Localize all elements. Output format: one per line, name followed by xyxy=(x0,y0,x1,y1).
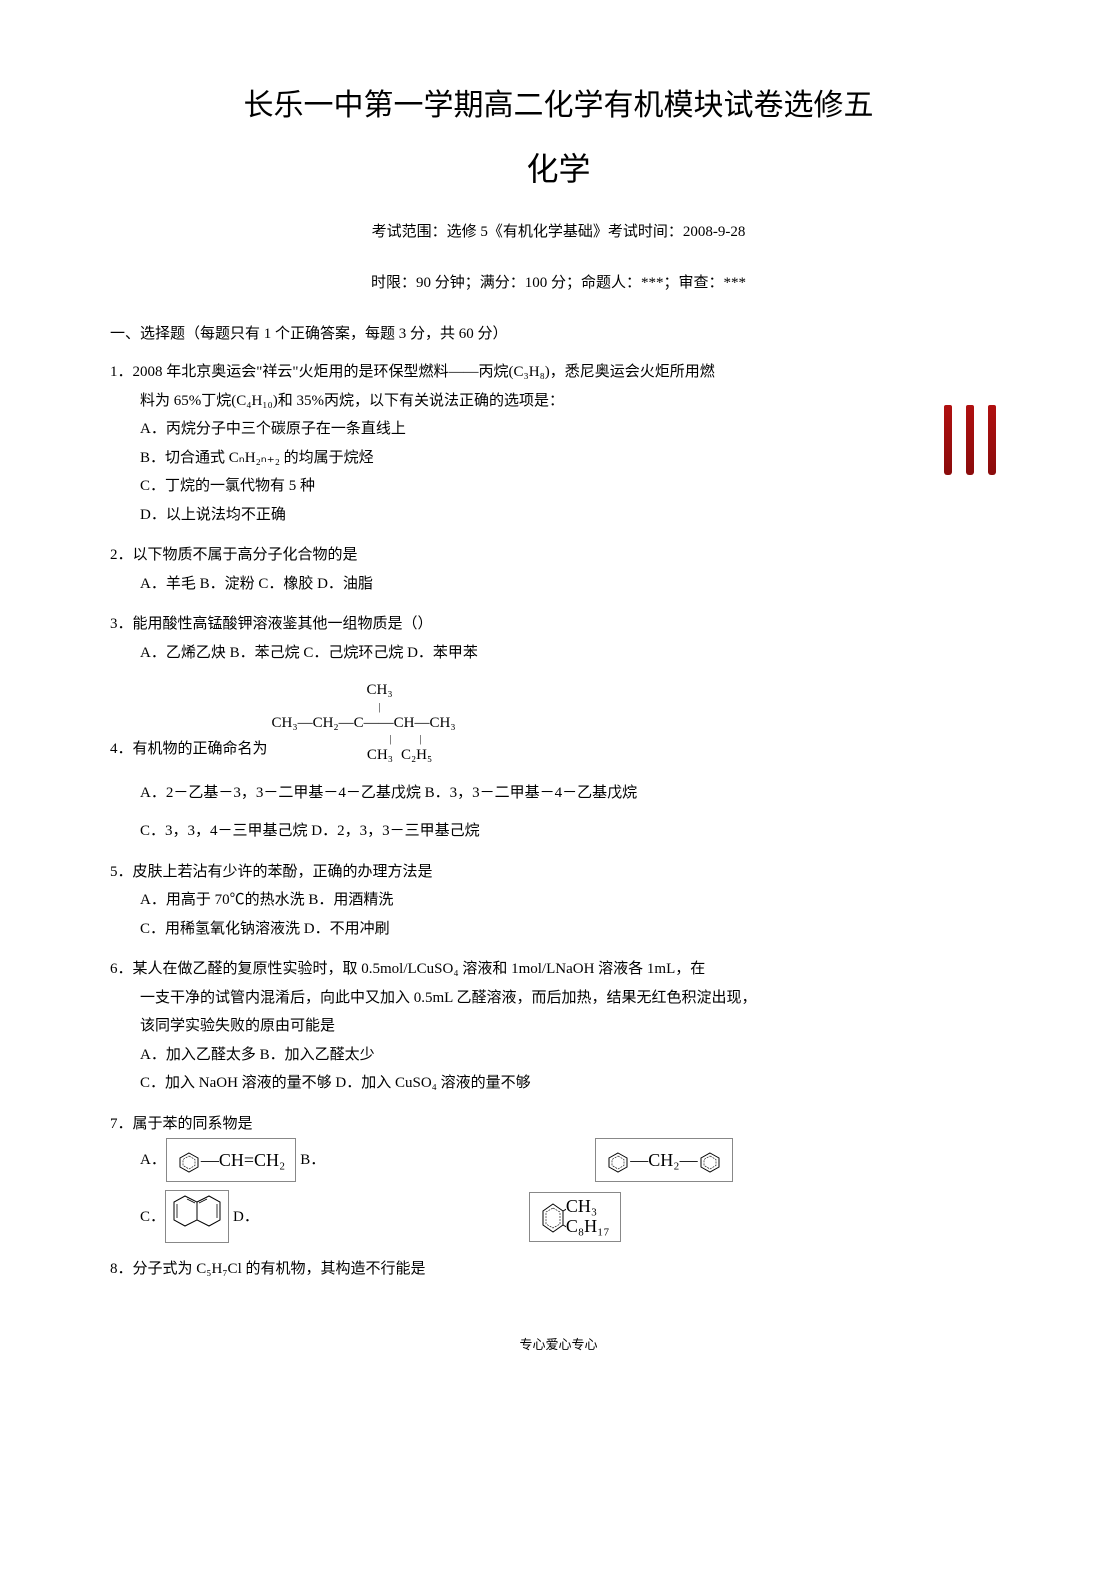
q6-optCD: C．加入 NaOH 溶液的量不够 D．加入 CuSO₄ 溶液的量不够 xyxy=(110,1069,1007,1098)
benzene-icon xyxy=(698,1151,722,1173)
q7-structA: —CH=CH₂ xyxy=(166,1138,296,1182)
q7-optB: —CH₂— xyxy=(595,1138,732,1182)
page-footer: 专心爱心专心 xyxy=(110,1334,1007,1353)
q5-text: 皮肤上若沾有少许的苯酚，正确的办理方法是 xyxy=(133,864,433,880)
q7-formA: —CH=CH₂ xyxy=(201,1150,285,1170)
q3-opts: A．乙烯乙炔 B．苯己烷 C．己烷环己烷 D．苯甲苯 xyxy=(110,639,1007,668)
q8-text: 分子式为 C₅H₇Cl 的有机物，其构造不行能是 xyxy=(133,1261,426,1277)
q7-formD-bot: C₈H₁₇ xyxy=(566,1216,610,1236)
question-4: 4．有机物的正确命名为 CH₃ | CH₃—CH₂—C——CH—CH₃ || C… xyxy=(110,679,1007,846)
q7-labelD: D． xyxy=(233,1203,259,1232)
q7-labelB: B． xyxy=(300,1146,325,1175)
q7-num: 7． xyxy=(110,1116,133,1132)
benzene-icon xyxy=(540,1199,566,1235)
q6-text1: 某人在做乙醛的复原性实验时，取 0.5mol/LCuSO₄ 溶液和 1mol/L… xyxy=(133,961,706,977)
q7-labelC: C． xyxy=(140,1203,165,1232)
exam-meta-1: 考试范围：选修 5《有机化学基础》考试时间：2008-9-28 xyxy=(110,220,1007,241)
question-5: 5．皮肤上若沾有少许的苯酚，正确的办理方法是 A．用高于 70℃的热水洗 B．用… xyxy=(110,858,1007,944)
q5-optCD: C．用稀氢氧化钠溶液洗 D．不用冲刷 xyxy=(110,915,1007,944)
naphthalene-icon xyxy=(172,1193,222,1229)
q7-optA: A． —CH=CH₂ B． xyxy=(140,1138,325,1182)
exam-subtitle: 化学 xyxy=(110,144,1007,190)
q1-optC: C．丁烷的一氯代物有 5 种 xyxy=(110,472,1007,501)
question-3: 3．能用酸性高锰酸钾溶液鉴其他一组物质是（） A．乙烯乙炔 B．苯己烷 C．己烷… xyxy=(110,610,1007,667)
q7-structD: CH₃C₈H₁₇ xyxy=(529,1192,621,1242)
q1-num: 1． xyxy=(110,364,133,380)
q4-optCD: C．3，3，4－三甲基己烷 D．2，3，3－三甲基己烷 xyxy=(110,817,1007,846)
question-8: 8．分子式为 C₅H₇Cl 的有机物，其构造不行能是 xyxy=(110,1255,1007,1284)
question-1: 1．2008 年北京奥运会"祥云"火炬用的是环保型燃料——丙烷(C₃H₈)，悉尼… xyxy=(110,358,1007,529)
q7-labelA: A． xyxy=(140,1146,166,1175)
exam-page: 长乐一中第一学期高二化学有机模块试卷选修五 化学 考试范围：选修 5《有机化学基… xyxy=(0,0,1117,1393)
q7-formB: —CH₂— xyxy=(630,1150,697,1170)
q1-optB: B．切合通式 CₙH₂ₙ₊₂ 的均属于烷烃 xyxy=(110,444,1007,473)
q5-num: 5． xyxy=(110,864,133,880)
q4-struct-top: CH₃ xyxy=(288,681,472,701)
q4-text: 有机物的正确命名为 xyxy=(133,741,268,757)
q7-optD: CH₃C₈H₁₇ xyxy=(529,1192,621,1242)
q2-num: 2． xyxy=(110,547,133,563)
q2-text: 以下物质不属于高分子化合物的是 xyxy=(133,547,358,563)
q1-text2: 料为 65%丁烷(C₄H₁₀)和 35%丙烷，以下有关说法正确的选项是： xyxy=(110,387,1007,416)
benzene-icon xyxy=(606,1151,630,1173)
section-1-header: 一、选择题（每题只有 1 个正确答案，每题 3 分，共 60 分） xyxy=(110,322,1007,343)
q6-num: 6． xyxy=(110,961,133,977)
q1-optD: D．以上说法均不正确 xyxy=(110,501,1007,530)
q3-text: 能用酸性高锰酸钾溶液鉴其他一组物质是（） xyxy=(133,616,433,632)
q6-text3: 该同学实验失败的原由可能是 xyxy=(110,1012,1007,1041)
benzene-icon xyxy=(177,1151,201,1173)
question-2: 2．以下物质不属于高分子化合物的是 A．羊毛 B．淀粉 C．橡胶 D．油脂 xyxy=(110,541,1007,598)
q7-formD-top: CH₃ xyxy=(566,1196,597,1216)
exam-title: 长乐一中第一学期高二化学有机模块试卷选修五 xyxy=(110,80,1007,124)
q4-optAB: A．2－乙基－3，3－二甲基－4－乙基戊烷 B．3，3－二甲基－4－乙基戊烷 xyxy=(110,779,1007,808)
q3-num: 3． xyxy=(110,616,133,632)
q7-text: 属于苯的同系物是 xyxy=(133,1116,253,1132)
q8-num: 8． xyxy=(110,1261,133,1277)
question-6: 6．某人在做乙醛的复原性实验时，取 0.5mol/LCuSO₄ 溶液和 1mol… xyxy=(110,955,1007,1098)
q5-optAB: A．用高于 70℃的热水洗 B．用酒精洗 xyxy=(110,886,1007,915)
q7-optC: C． D． xyxy=(140,1190,259,1243)
q6-text2: 一支干净的试管内混淆后，向此中又加入 0.5mL 乙醛溶液，而后加热，结果无红色… xyxy=(110,984,1007,1013)
torch-image xyxy=(932,405,1007,495)
q4-structure: CH₃ | CH₃—CH₂—C——CH—CH₃ || CH₃C₂H₅ xyxy=(272,681,456,766)
q7-structB: —CH₂— xyxy=(595,1138,732,1182)
q4-struct-mid: CH₃—CH₂—C——CH—CH₃ xyxy=(272,714,456,734)
q7-structC xyxy=(165,1190,229,1243)
q1-optA: A．丙烷分子中三个碳原子在一条直线上 xyxy=(110,415,1007,444)
question-7: 7．属于苯的同系物是 A． —CH=CH₂ B． —CH₂— C． xyxy=(110,1110,1007,1244)
exam-meta-2: 时限：90 分钟；满分：100 分；命题人：***；审查：*** xyxy=(110,271,1007,292)
q1-text1: 2008 年北京奥运会"祥云"火炬用的是环保型燃料——丙烷(C₃H₈)，悉尼奥运… xyxy=(133,364,715,380)
q4-struct-bot: CH₃C₂H₅ xyxy=(272,746,456,766)
q4-num: 4． xyxy=(110,741,133,757)
q6-optAB: A．加入乙醛太多 B．加入乙醛太少 xyxy=(110,1041,1007,1070)
q2-opts: A．羊毛 B．淀粉 C．橡胶 D．油脂 xyxy=(110,570,1007,599)
